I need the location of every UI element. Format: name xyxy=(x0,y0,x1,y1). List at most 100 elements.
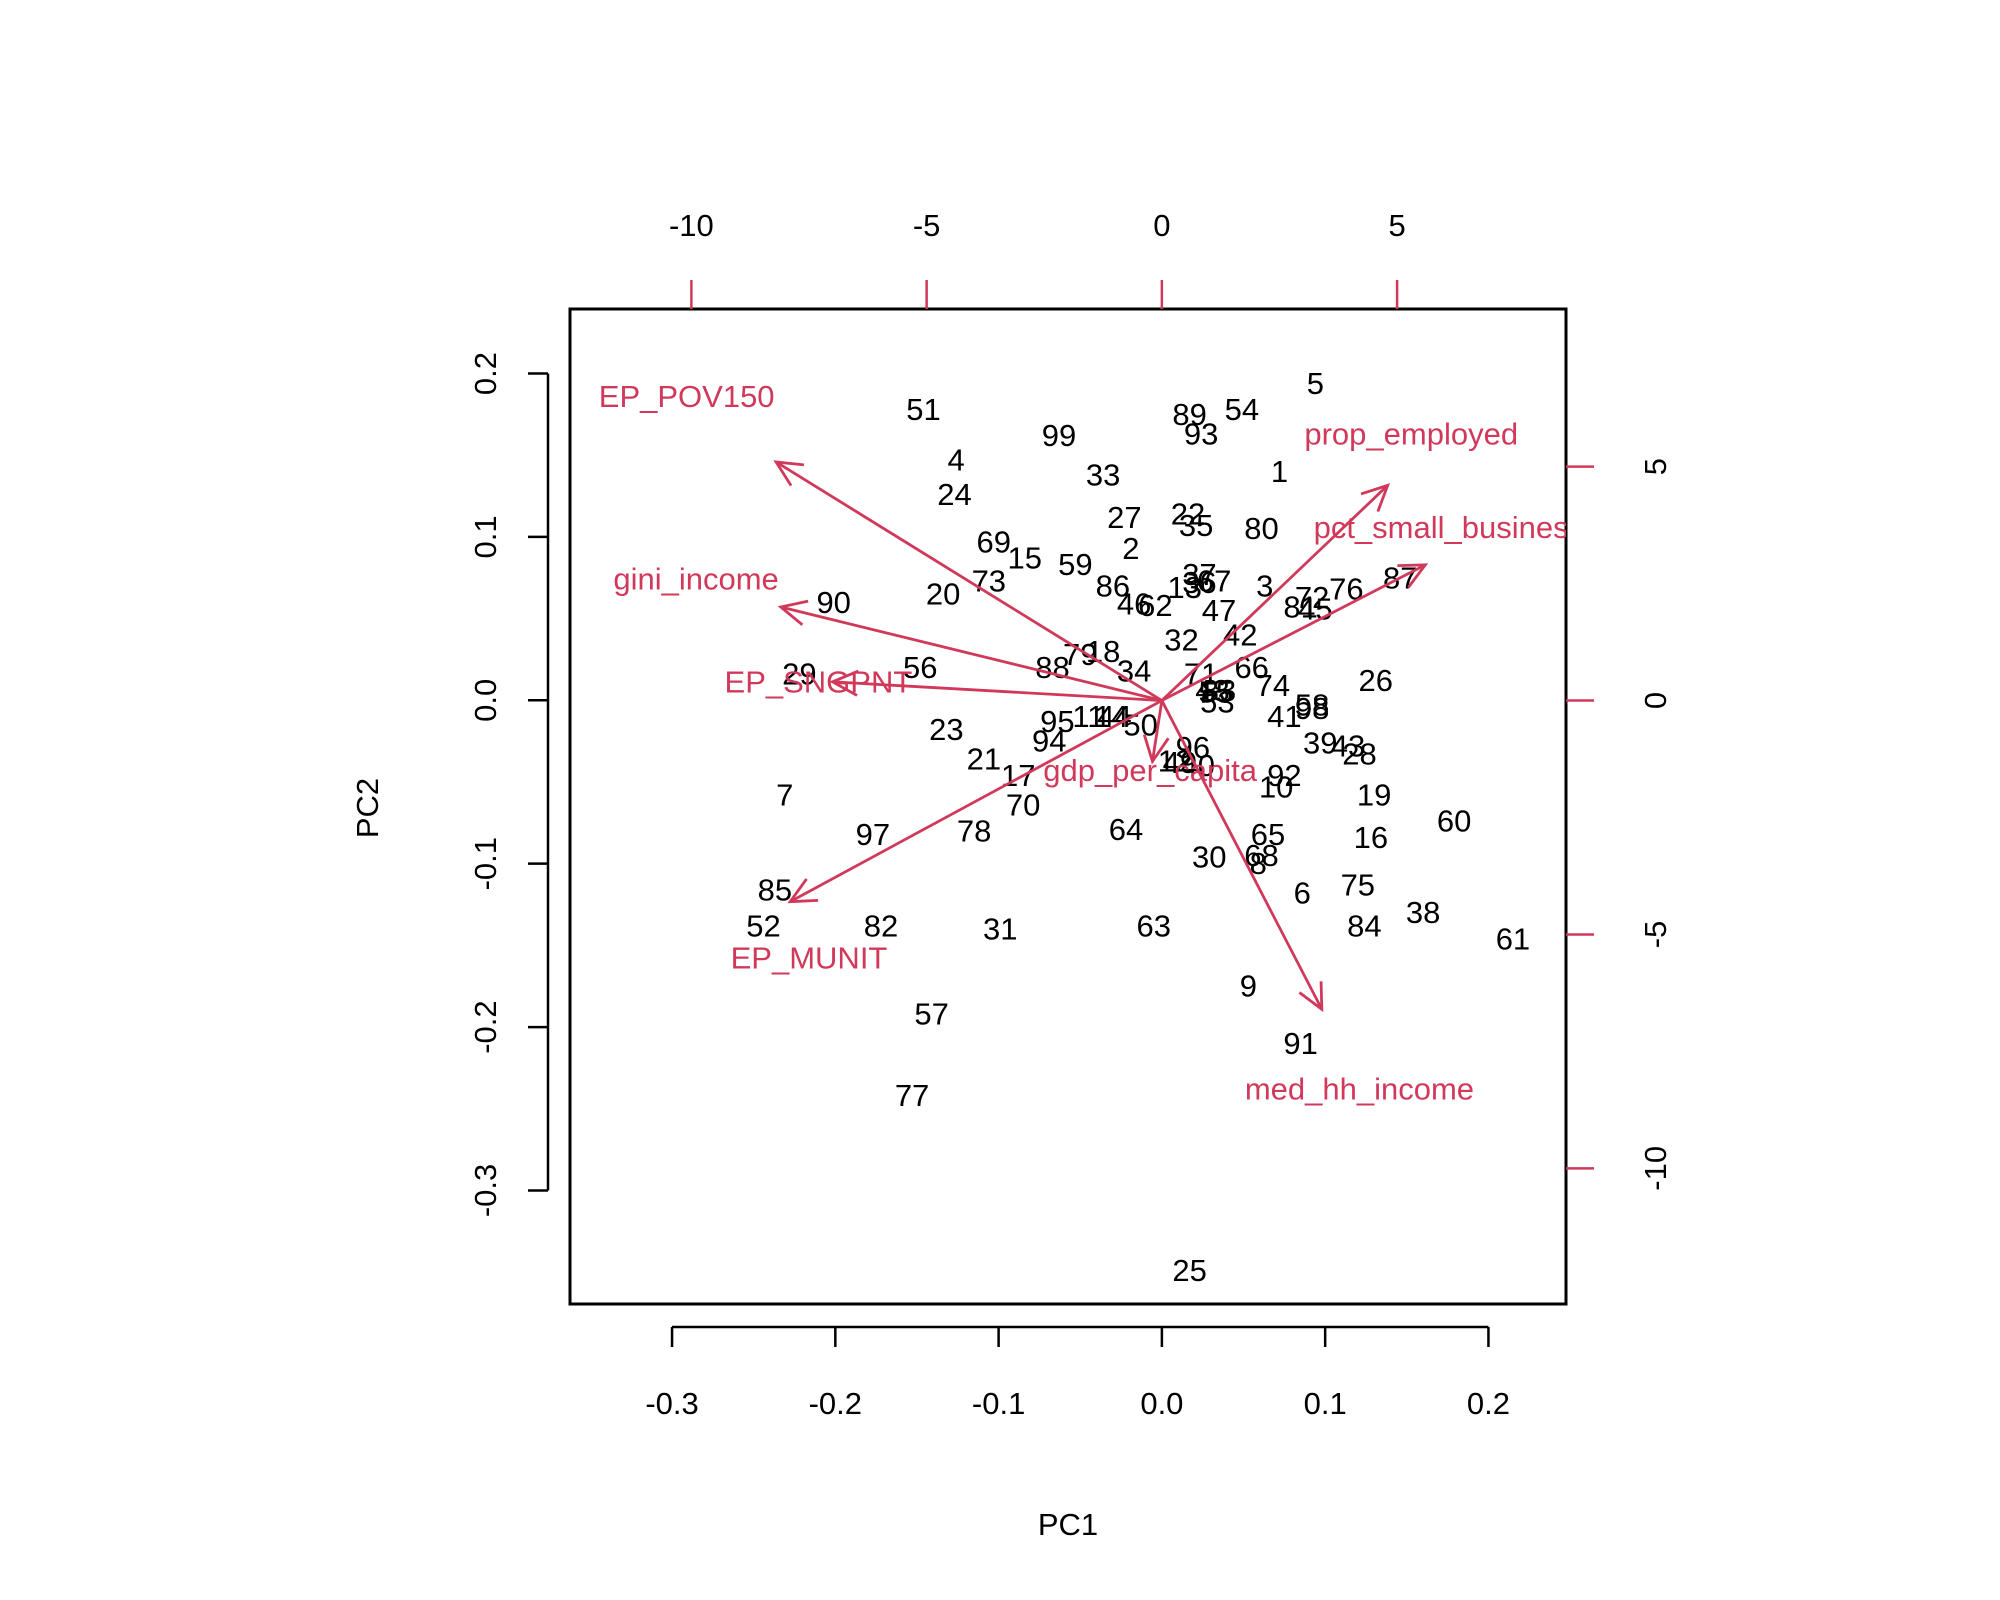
point-label: 83 xyxy=(1202,673,1236,708)
point-label: 62 xyxy=(1138,588,1172,623)
point-label: 66 xyxy=(1234,650,1268,685)
top-tick-label: 0 xyxy=(1153,208,1170,243)
point-label: 36 xyxy=(1182,565,1216,600)
point-label: 54 xyxy=(1225,392,1259,427)
loading-label: med_hh_income xyxy=(1245,1071,1474,1106)
point-label: 47 xyxy=(1202,593,1236,628)
point-label: 58 xyxy=(1295,688,1329,723)
point-label: 19 xyxy=(1357,778,1391,813)
point-label: 97 xyxy=(856,817,890,852)
y-tick-label: -0.2 xyxy=(468,1000,503,1053)
point-label: 52 xyxy=(746,908,780,943)
point-label: 32 xyxy=(1164,622,1198,657)
point-label: 46 xyxy=(1117,586,1151,621)
point-label: 15 xyxy=(1007,541,1041,576)
top-tick-label: -5 xyxy=(913,208,941,243)
point-label: 65 xyxy=(1251,817,1285,852)
top-tick-label: -10 xyxy=(669,208,714,243)
point-label: 17 xyxy=(1001,758,1035,793)
loading-arrowhead xyxy=(1360,483,1391,513)
point-label: 94 xyxy=(1032,724,1066,759)
point-label: 20 xyxy=(926,577,960,612)
right-tick-label: -5 xyxy=(1638,921,1673,949)
point-label: 3 xyxy=(1256,568,1273,603)
x-tick-label: 0.1 xyxy=(1304,1386,1347,1421)
point-label: 13 xyxy=(1168,570,1202,605)
point-label: 57 xyxy=(914,996,948,1031)
point-label: 69 xyxy=(976,524,1010,559)
left-y-axis: -0.3 -0.2 -0.1 0.0 0.1 0.2 xyxy=(468,352,550,1217)
point-label: 44 xyxy=(1097,699,1131,734)
point-label: 1 xyxy=(1271,454,1288,489)
loading-arrowhead xyxy=(787,878,819,904)
loading-label: EP_SNGPNT xyxy=(725,664,913,699)
x-tick-label: 0.0 xyxy=(1140,1386,1183,1421)
point-label: 6 xyxy=(1294,876,1311,911)
point-label: 38 xyxy=(1406,895,1440,930)
point-label: 11 xyxy=(1072,699,1104,734)
point-label: 84 xyxy=(1347,908,1381,943)
point-label: 53 xyxy=(1200,684,1234,719)
loading-label: EP_POV150 xyxy=(599,379,775,414)
loading-arrow xyxy=(780,605,1163,702)
point-label: 22 xyxy=(1171,497,1205,532)
point-label: 81 xyxy=(1283,590,1317,625)
loading-arrow xyxy=(1151,700,1164,762)
y-tick-label: 0.1 xyxy=(468,515,503,558)
loading-arrowhead xyxy=(1298,981,1324,1013)
loading-arrow xyxy=(789,699,1163,903)
point-label: 76 xyxy=(1329,572,1363,607)
point-label: 85 xyxy=(758,872,792,907)
x-tick-label: 0.2 xyxy=(1467,1386,1510,1421)
point-label: 4 xyxy=(948,443,965,478)
y-tick-label: 0.0 xyxy=(468,679,503,722)
point-label: 29 xyxy=(782,657,816,692)
point-label: 40 xyxy=(1181,748,1215,783)
y-tick-label: 0.2 xyxy=(468,352,503,395)
loading-arrowhead xyxy=(829,669,859,697)
point-label: 51 xyxy=(906,392,940,427)
point-label: 88 xyxy=(1035,650,1069,685)
point-label: 99 xyxy=(1042,418,1076,453)
point-label: 70 xyxy=(1006,787,1040,822)
loading-arrow xyxy=(1160,699,1324,1010)
loading-arrow xyxy=(1160,484,1389,702)
point-label: 86 xyxy=(1096,568,1130,603)
loading-arrow xyxy=(1161,563,1426,702)
point-label: 60 xyxy=(1437,804,1471,839)
point-label: 89 xyxy=(1172,397,1206,432)
point-label: 82 xyxy=(864,908,898,943)
point-label: 75 xyxy=(1341,867,1375,902)
right-tick-label: -10 xyxy=(1638,1146,1673,1191)
point-label: 78 xyxy=(957,814,991,849)
point-label: 64 xyxy=(1109,812,1143,847)
point-label: 33 xyxy=(1086,457,1120,492)
right-y-axis: -10 -5 0 5 xyxy=(1566,458,1673,1191)
right-tick-label: 5 xyxy=(1638,458,1673,475)
loading-arrowhead xyxy=(777,599,809,626)
loading-label: EP_MUNIT xyxy=(731,940,888,975)
point-label: 39 xyxy=(1303,725,1337,760)
point-label: 74 xyxy=(1256,668,1290,703)
point-label: 31 xyxy=(983,912,1017,947)
point-label: 28 xyxy=(1342,737,1376,772)
point-label: 43 xyxy=(1331,729,1365,764)
bottom-x-axis: -0.3 -0.2 -0.1 0.0 0.1 0.2 xyxy=(645,1325,1510,1421)
point-label: 21 xyxy=(967,742,1001,777)
loading-arrow xyxy=(775,460,1163,702)
top-x-axis: -10 -5 0 5 xyxy=(669,208,1406,309)
x-tick-label: -0.2 xyxy=(809,1386,862,1421)
point-label: 91 xyxy=(1283,1026,1317,1061)
loading-arrow xyxy=(832,680,1162,702)
point-label: 61 xyxy=(1496,921,1530,956)
point-label: 10 xyxy=(1259,769,1293,804)
x-axis-title: PC1 xyxy=(1038,1507,1098,1542)
point-label: 26 xyxy=(1359,663,1393,698)
point-label: 59 xyxy=(1058,547,1092,582)
x-tick-label: -0.1 xyxy=(972,1386,1025,1421)
observation-points: 1234567891011121314151617181920212223242… xyxy=(746,366,1530,1288)
y-axis-title: PC2 xyxy=(350,778,385,838)
y-tick-label: -0.1 xyxy=(468,837,503,890)
point-label: 30 xyxy=(1192,840,1226,875)
